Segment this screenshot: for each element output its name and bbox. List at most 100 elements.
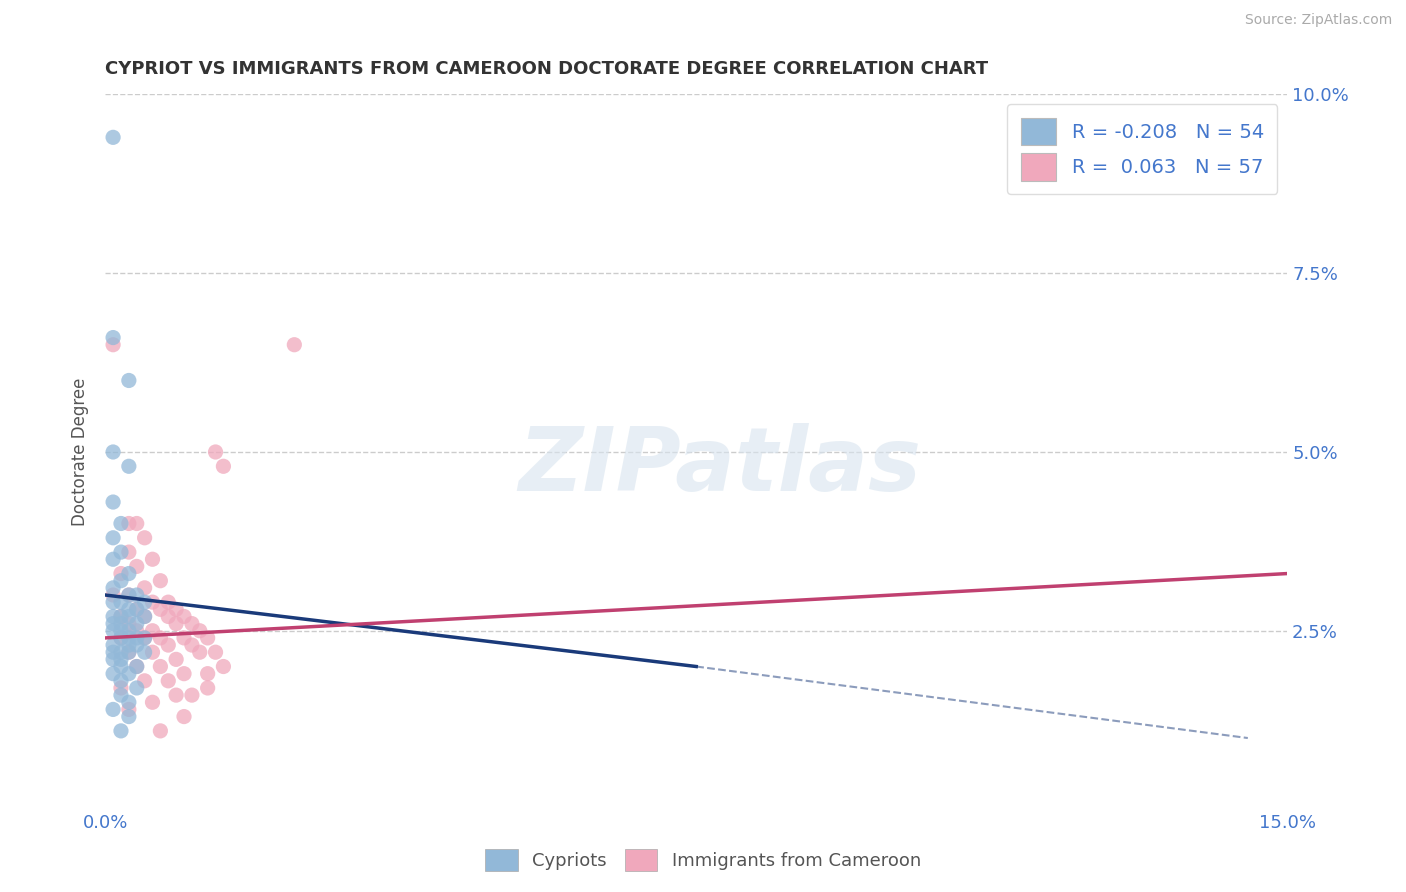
Point <box>141 552 163 566</box>
Point <box>110 624 132 638</box>
Point <box>110 545 132 559</box>
Point <box>125 616 148 631</box>
Point <box>165 652 187 666</box>
Point <box>173 609 195 624</box>
Point <box>101 595 124 609</box>
Point <box>141 645 163 659</box>
Point <box>125 588 148 602</box>
Point <box>101 588 124 602</box>
Point <box>118 631 141 645</box>
Point <box>134 595 156 609</box>
Point <box>118 616 141 631</box>
Point <box>125 602 148 616</box>
Point <box>110 595 132 609</box>
Point <box>110 681 132 695</box>
Y-axis label: Doctorate Degree: Doctorate Degree <box>72 378 89 526</box>
Point <box>101 495 124 509</box>
Point <box>118 459 141 474</box>
Point <box>101 337 124 351</box>
Point <box>110 659 132 673</box>
Point <box>110 645 132 659</box>
Point <box>110 574 132 588</box>
Point <box>197 631 219 645</box>
Point <box>149 631 172 645</box>
Point <box>134 581 156 595</box>
Point <box>125 631 148 645</box>
Point <box>110 652 132 666</box>
Point <box>101 609 124 624</box>
Point <box>134 531 156 545</box>
Point <box>101 445 124 459</box>
Point <box>118 588 141 602</box>
Point <box>101 638 124 652</box>
Point <box>125 681 148 695</box>
Point <box>197 666 219 681</box>
Point <box>101 645 124 659</box>
Point <box>173 631 195 645</box>
Point <box>110 609 132 624</box>
Point <box>118 566 141 581</box>
Point <box>101 531 124 545</box>
Point <box>101 624 124 638</box>
Point <box>125 659 148 673</box>
Point <box>125 624 148 638</box>
Point <box>118 666 141 681</box>
Point <box>118 702 141 716</box>
Point <box>110 516 132 531</box>
Point <box>118 602 141 616</box>
Point <box>141 624 163 638</box>
Point <box>180 616 202 631</box>
Point <box>110 673 132 688</box>
Point <box>110 723 132 738</box>
Point <box>118 374 141 388</box>
Point <box>125 638 148 652</box>
Point <box>157 595 180 609</box>
Point <box>180 638 202 652</box>
Point <box>101 130 124 145</box>
Point <box>157 638 180 652</box>
Point <box>125 602 148 616</box>
Point <box>101 616 124 631</box>
Point <box>188 645 211 659</box>
Point <box>134 673 156 688</box>
Point <box>110 631 132 645</box>
Text: Source: ZipAtlas.com: Source: ZipAtlas.com <box>1244 13 1392 28</box>
Point <box>110 631 132 645</box>
Text: CYPRIOT VS IMMIGRANTS FROM CAMEROON DOCTORATE DEGREE CORRELATION CHART: CYPRIOT VS IMMIGRANTS FROM CAMEROON DOCT… <box>105 60 988 78</box>
Point <box>141 595 163 609</box>
Point <box>173 709 195 723</box>
Point <box>118 638 141 652</box>
Point <box>118 609 141 624</box>
Point <box>180 688 202 702</box>
Point <box>204 445 226 459</box>
Point <box>149 723 172 738</box>
Point <box>125 659 148 673</box>
Point <box>110 609 132 624</box>
Point <box>134 631 156 645</box>
Point <box>134 609 156 624</box>
Legend: Cypriots, Immigrants from Cameroon: Cypriots, Immigrants from Cameroon <box>478 842 928 879</box>
Point <box>149 574 172 588</box>
Legend: R = -0.208   N = 54, R =  0.063   N = 57: R = -0.208 N = 54, R = 0.063 N = 57 <box>1008 104 1278 194</box>
Point <box>110 566 132 581</box>
Point <box>101 552 124 566</box>
Point <box>173 666 195 681</box>
Point <box>134 631 156 645</box>
Point <box>197 681 219 695</box>
Point <box>118 624 141 638</box>
Point <box>149 659 172 673</box>
Point <box>212 659 235 673</box>
Point <box>101 581 124 595</box>
Point <box>125 516 148 531</box>
Point <box>118 645 141 659</box>
Point <box>204 645 226 659</box>
Point <box>101 666 124 681</box>
Point <box>165 602 187 616</box>
Point <box>118 695 141 709</box>
Point <box>101 330 124 344</box>
Point <box>101 702 124 716</box>
Point <box>165 616 187 631</box>
Point <box>283 337 305 351</box>
Point <box>165 688 187 702</box>
Point <box>118 588 141 602</box>
